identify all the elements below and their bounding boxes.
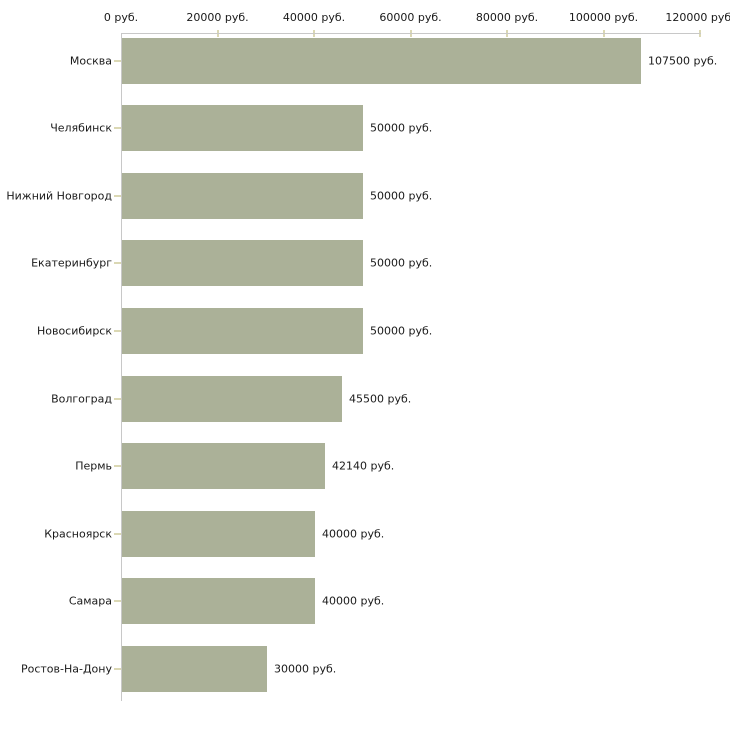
category-label-9: Самара: [68, 594, 112, 608]
y-axis-tick-mark: [114, 397, 121, 400]
value-label-8: 40000 руб.: [322, 527, 385, 541]
x-axis-tick-label: 40000 руб.: [282, 11, 346, 24]
bar-4: [122, 240, 363, 287]
y-axis-tick-mark: [114, 667, 121, 670]
y-axis-tick-mark: [114, 532, 121, 535]
category-label-7: Пермь: [75, 459, 112, 473]
y-axis-tick-mark: [114, 194, 121, 197]
value-label-3: 50000 руб.: [370, 189, 433, 203]
category-label-6: Волгоград: [51, 392, 112, 405]
y-axis-tick-mark: [114, 59, 121, 62]
value-label-2: 50000 руб.: [370, 121, 433, 135]
bar-8: [122, 510, 315, 557]
bar-7: [122, 443, 325, 490]
y-axis-tick-mark: [114, 465, 121, 468]
y-axis-tick-mark: [114, 127, 121, 130]
bar-10: [122, 645, 267, 692]
bar-6: [122, 375, 342, 422]
x-axis-tick-label: 120000 руб.: [665, 11, 730, 24]
y-axis-tick-mark: [114, 600, 121, 603]
x-axis-tick-label: 80000 руб.: [475, 11, 539, 24]
y-axis-line: [121, 33, 122, 701]
category-label-4: Екатеринбург: [31, 256, 112, 270]
value-label-1: 107500 руб.: [648, 54, 718, 67]
category-label-3: Нижний Новгород: [6, 189, 112, 203]
y-axis-tick-mark: [114, 329, 121, 332]
x-axis-tick-label: 60000 руб.: [379, 11, 442, 24]
x-axis-tick-label: 0 руб.: [103, 11, 139, 24]
y-axis-tick-mark: [114, 262, 121, 265]
bar-3: [122, 172, 363, 219]
bar-1: [122, 37, 641, 84]
category-label-10: Ростов-На-Дону: [20, 662, 112, 676]
value-label-7: 42140 руб.: [332, 459, 395, 473]
category-label-2: Челябинск: [50, 121, 112, 135]
value-label-4: 50000 руб.: [370, 256, 433, 270]
value-label-5: 50000 руб.: [370, 324, 433, 338]
value-label-9: 40000 руб.: [322, 594, 385, 608]
x-axis-tick-label: 100000 руб.: [568, 11, 639, 24]
category-label-8: Красноярск: [44, 527, 112, 541]
bar-2: [122, 105, 363, 152]
bar-5: [122, 307, 363, 354]
category-label-5: Новосибирск: [36, 324, 112, 338]
value-label-6: 45500 руб.: [349, 392, 412, 405]
value-label-10: 30000 руб.: [274, 662, 337, 676]
bar-9: [122, 578, 315, 625]
x-axis-tick-label: 20000 руб.: [186, 11, 249, 24]
x-axis-line: [121, 33, 701, 34]
category-label-1: Москва: [69, 54, 112, 67]
